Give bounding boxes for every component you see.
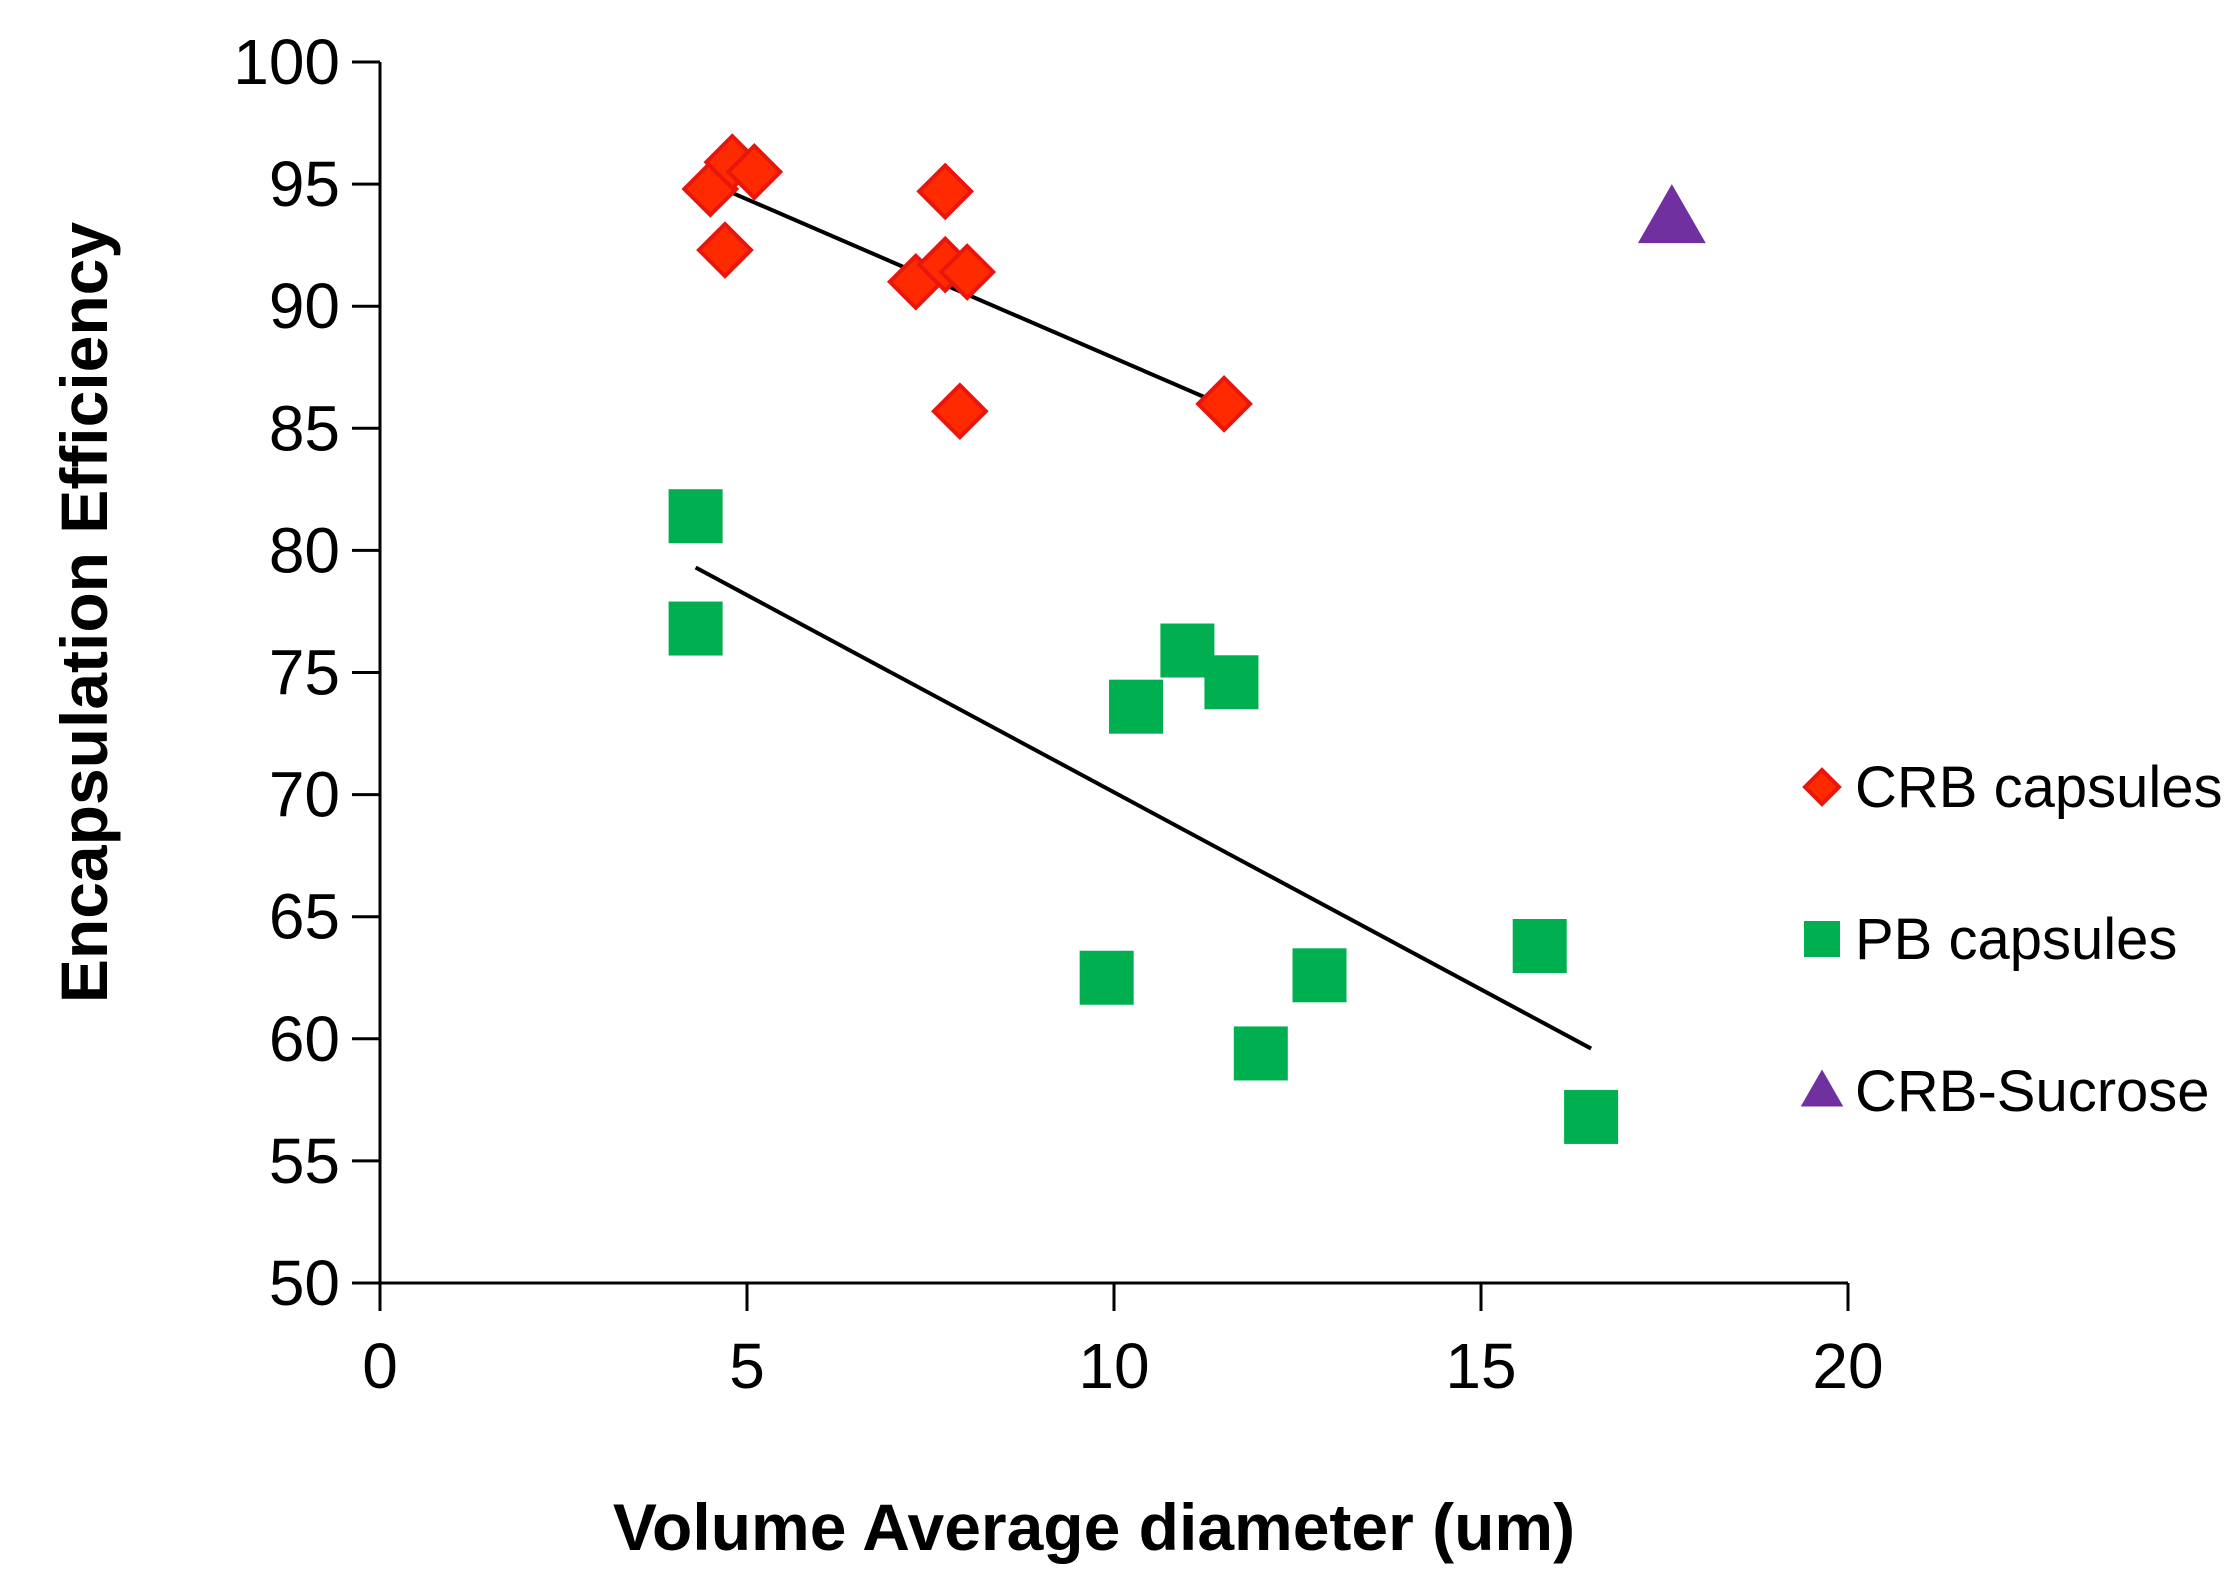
pb-capsules-trendline (694, 565, 1593, 1051)
crb-capsules-point (931, 382, 989, 441)
legend-item-pb-capsules: PB capsules (1804, 907, 2177, 972)
tick-labels: 50 55 60 65 70 75 80 85 90 95 100 0 5 10 15 20 (233, 26, 1883, 1402)
legend-label: PB capsules (1855, 907, 2177, 972)
pb-capsules-point (1109, 679, 1164, 734)
pb-capsules-point (1564, 1089, 1619, 1144)
legend-item-crb-sucrose: CRB-Sucrose (1800, 1059, 2210, 1124)
x-tick-label: 0 (362, 1330, 398, 1402)
y-tick-label: 85 (269, 392, 340, 464)
x-tick-label: 15 (1445, 1330, 1516, 1402)
legend-label: CRB-Sucrose (1855, 1059, 2210, 1124)
x-tick-label: 5 (729, 1330, 765, 1402)
y-tick-label: 80 (269, 514, 340, 586)
legend-item-crb-capsules: CRB capsules (1802, 755, 2222, 820)
y-tick-label: 65 (269, 881, 340, 953)
y-tick-label: 60 (269, 1003, 340, 1075)
y-tick-label: 100 (233, 26, 340, 98)
legend-diamond-icon (1802, 767, 1842, 807)
legend-label: CRB capsules (1855, 755, 2222, 820)
crb-capsules-point (725, 143, 784, 201)
pb-capsules-point (1512, 919, 1567, 974)
pb-capsules-point (1233, 1026, 1288, 1081)
y-axis-title: Encapsulation Efficiency (47, 222, 121, 1003)
trendlines (694, 184, 1593, 1051)
y-tick-label: 90 (269, 270, 340, 342)
legend-square-icon (1804, 921, 1840, 957)
crb-capsules-trendline (716, 184, 1233, 411)
y-tick-label: 55 (269, 1125, 340, 1197)
y-tick-label: 50 (269, 1247, 340, 1319)
pb-capsules-point (1292, 948, 1347, 1003)
x-tick-label: 20 (1812, 1330, 1883, 1402)
data-points (668, 133, 1706, 1144)
pb-capsules-point (1204, 655, 1259, 710)
axes (378, 62, 1848, 1285)
crb-capsules-point (938, 243, 997, 301)
tick-marks (352, 60, 1850, 1311)
legend-triangle-icon (1800, 1069, 1844, 1107)
crb-capsules-point (696, 221, 754, 279)
crb-capsules-point (916, 162, 975, 221)
x-tick-label: 10 (1078, 1330, 1149, 1402)
pb-capsules-point (1079, 950, 1134, 1005)
x-axis-title: Volume Average diameter (um) (613, 1490, 1575, 1564)
crb-sucrose-point (1637, 184, 1706, 244)
legend: CRB capsules PB capsules CRB-Sucrose (1800, 755, 2222, 1124)
pb-capsules-point (668, 489, 723, 544)
y-tick-label: 75 (269, 637, 340, 709)
y-tick-label: 95 (269, 148, 340, 220)
crb-capsules-point (1195, 375, 1253, 433)
pb-capsules-point (668, 601, 723, 656)
y-tick-label: 70 (269, 759, 340, 831)
